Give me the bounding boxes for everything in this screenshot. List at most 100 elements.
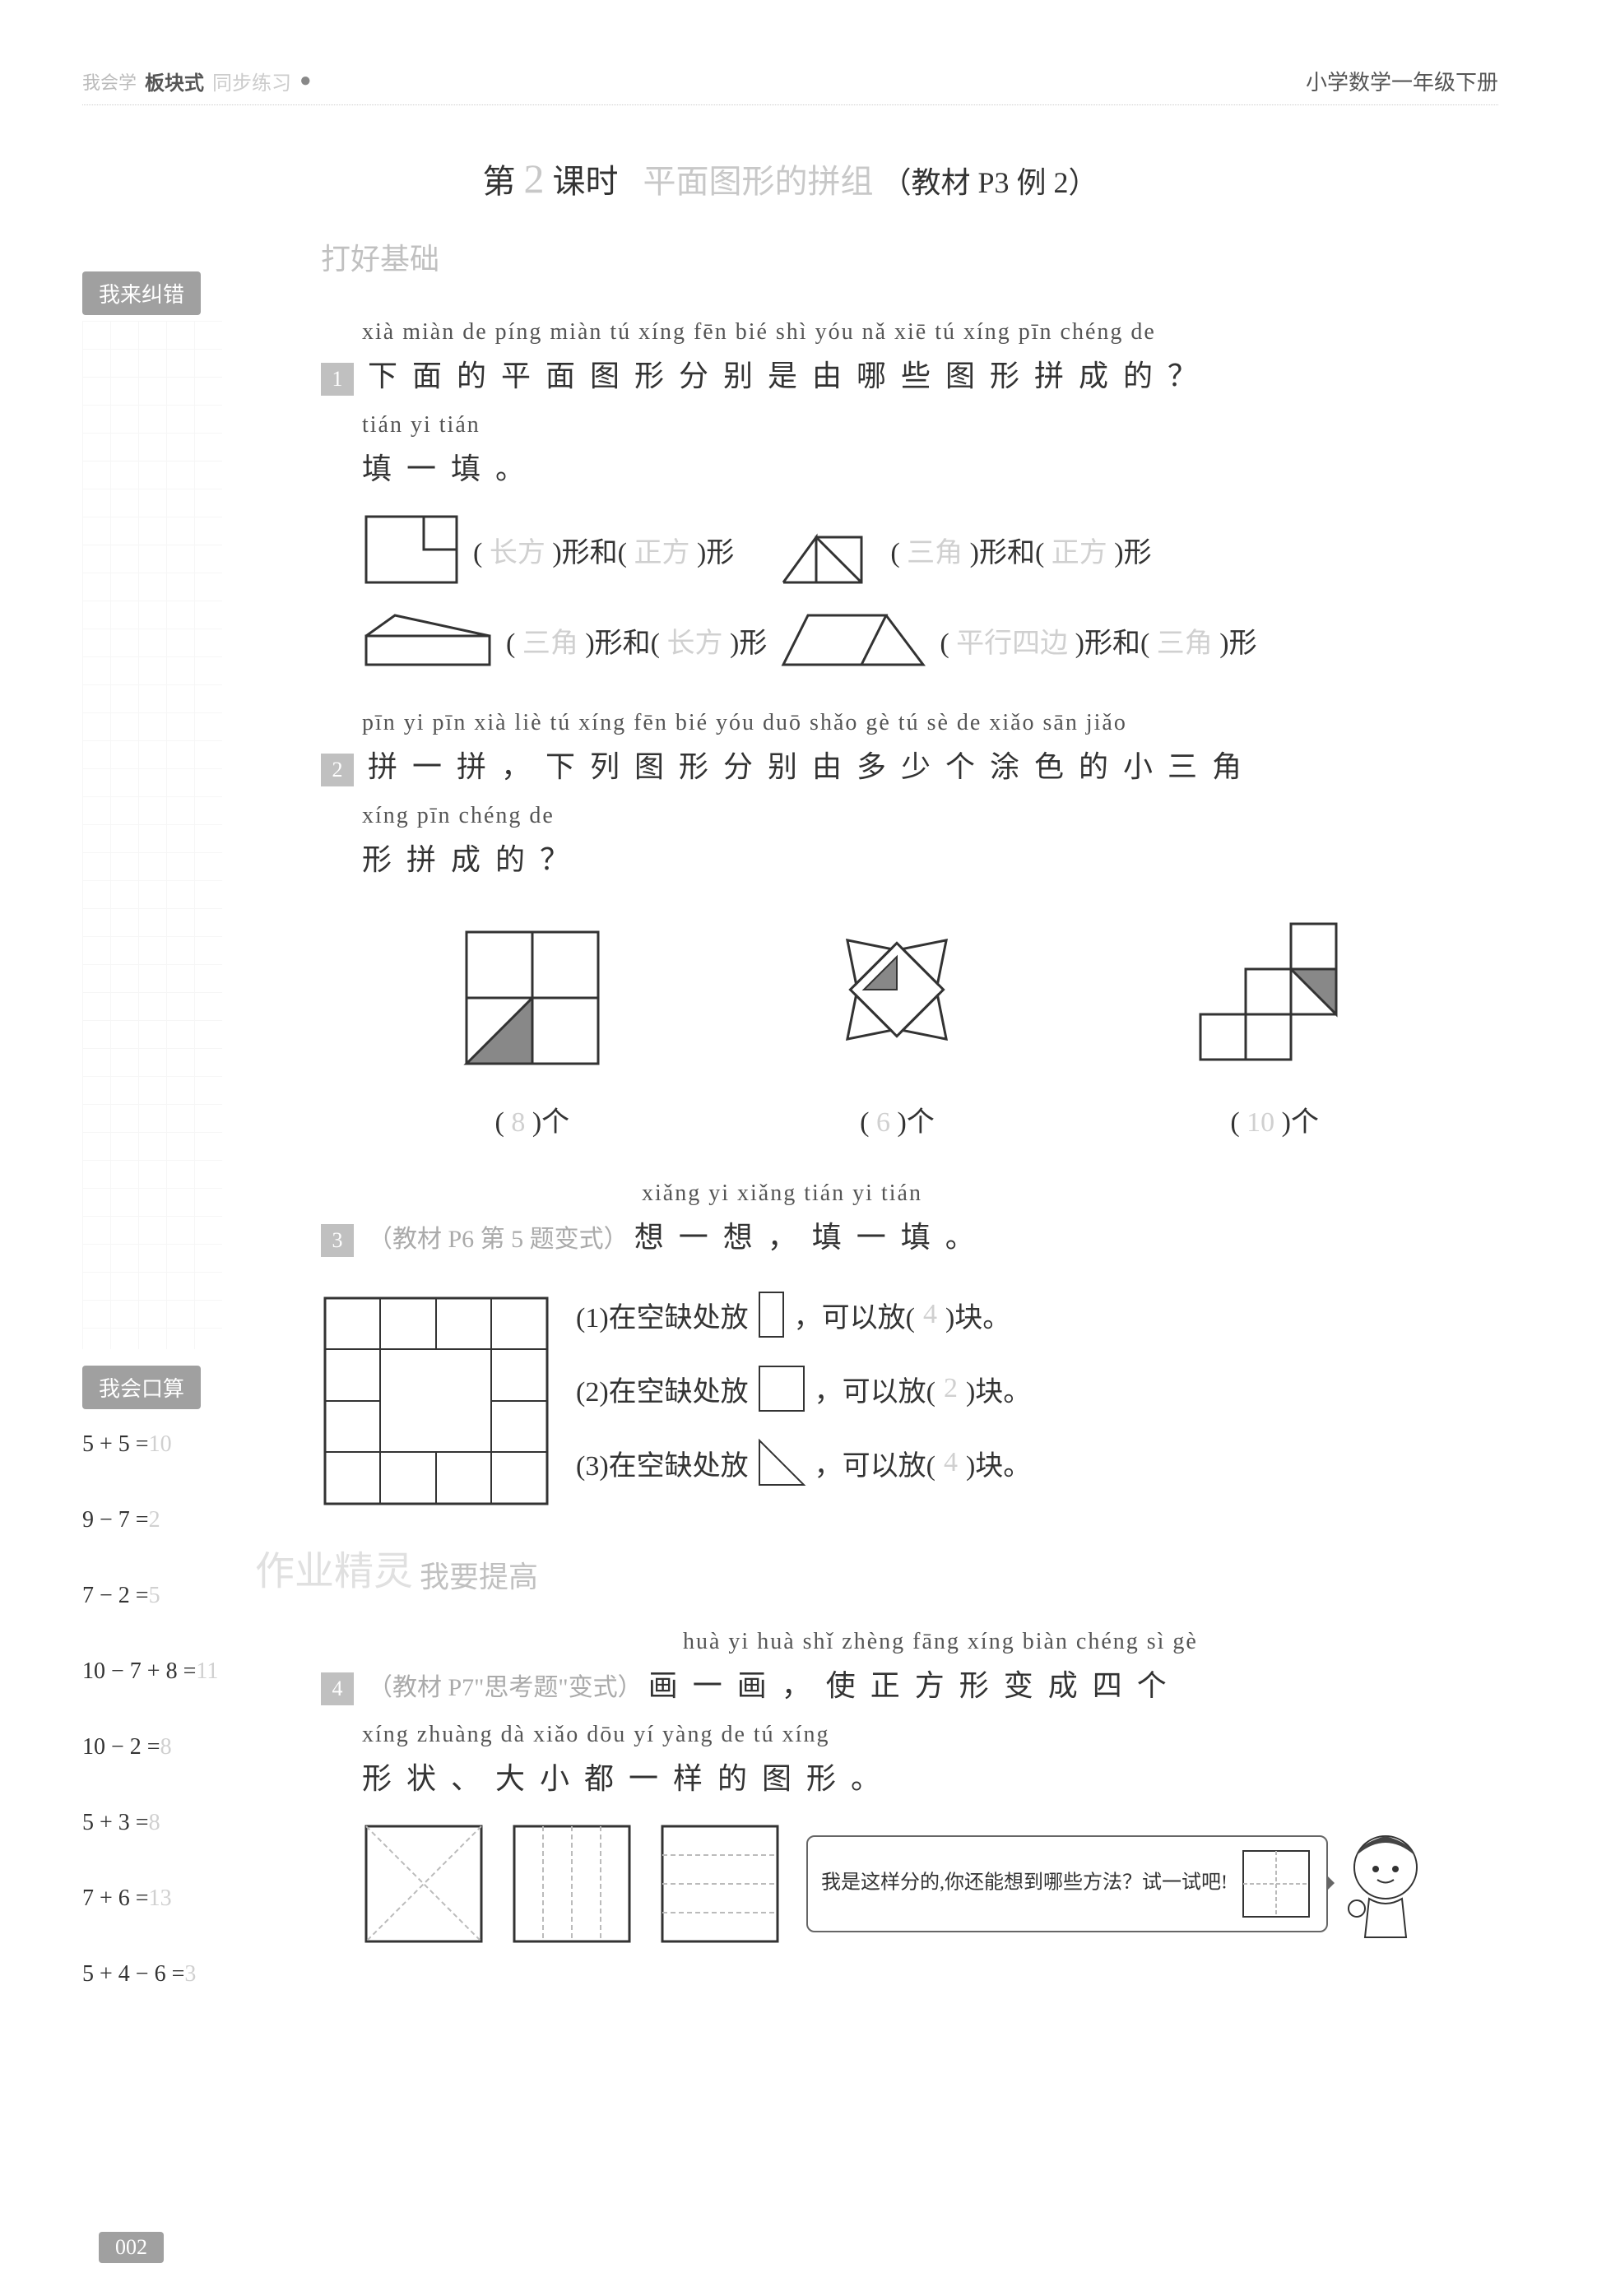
header-title-light: 同步练习	[212, 67, 291, 95]
title-keshi: 课时	[552, 163, 618, 200]
header-right: 小学数学一年级下册	[1306, 66, 1498, 96]
q3-small-rect-v	[757, 1290, 786, 1339]
q1-suf1d: 形和	[1084, 629, 1140, 659]
q1-suf2-a: 形	[706, 538, 734, 568]
q3-i3-pre: (3)在空缺处放	[576, 1443, 749, 1483]
header-title-bold: 板块式	[145, 67, 204, 95]
q2-square-grid	[462, 928, 602, 1068]
q4-square-x	[362, 1822, 485, 1946]
question-1: xià miàn de píng miàn tú xíng fēn bié sh…	[321, 319, 1498, 669]
q2-number: 2	[321, 754, 354, 786]
q3-i2-mid: ，可以放(	[815, 1369, 935, 1409]
eq8-ans: 3	[184, 1961, 196, 1987]
q2-ans2: 6	[876, 1107, 890, 1138]
title-ref: （教材 P3 例 2）	[881, 166, 1098, 199]
q3-i3-mid: ，可以放(	[815, 1443, 935, 1483]
q1-s2-text: ( 三角 )形和( 正方 )形	[890, 530, 1151, 570]
q1-s3-text: ( 三角 )形和( 长方 )形	[506, 620, 767, 661]
shape-rect-square	[362, 513, 461, 587]
q1-s4-a: 平行四边	[956, 629, 1068, 659]
q4-line1: 画一画，使正方形变成四个	[648, 1669, 1182, 1702]
question-3: xiǎng yi xiǎng tián yi tián 3 （教材 P6 第 5…	[321, 1180, 1498, 1512]
section-improve: 我要提高	[420, 1553, 1498, 1596]
oral-calc-list: 5 + 5 =10 9 − 7 =2 7 − 2 =5 10 − 7 + 8 =…	[82, 1431, 218, 2037]
q4-number: 4	[321, 1672, 354, 1705]
q2-shape1: ( 8 )个	[462, 928, 602, 1139]
q4-pinyin2: xíng zhuàng dà xiǎo dōu yí yàng de tú xí…	[362, 1722, 1498, 1748]
eq4: 10 − 7 + 8 =	[82, 1658, 196, 1684]
q2-unit2: 个	[907, 1107, 935, 1138]
q1-s1-text: ( 长方 )形和( 正方 )形	[473, 530, 734, 570]
q1-line1: 下面的平面图形分别是由哪些图形拼成的？	[368, 359, 1212, 392]
question-4: huà yi huà shǐ zhèng fāng xíng biàn chén…	[321, 1629, 1498, 1946]
title-num: 2	[523, 155, 544, 202]
q2-line2: 形拼成的？	[362, 836, 1498, 879]
eq3: 7 − 2 =	[82, 1583, 149, 1608]
shape-tri-rect	[362, 611, 494, 669]
q2-unit1: 个	[541, 1107, 569, 1138]
child-icon	[1336, 1826, 1435, 1941]
question-2: pīn yi pīn xià liè tú xíng fēn bié yóu d…	[321, 710, 1498, 1139]
q3-i3-ans: 4	[944, 1447, 958, 1478]
bubble-square-cross	[1239, 1847, 1313, 1921]
shape-tri-square	[779, 513, 878, 587]
q2-star	[819, 911, 975, 1068]
eq3-ans: 5	[149, 1583, 160, 1608]
eq4-ans: 11	[196, 1658, 218, 1684]
q1-suf2-b: 形	[1124, 538, 1152, 568]
q3-small-square	[757, 1364, 806, 1413]
lesson-title: 第 2 课时 平面图形的拼组 （教材 P3 例 2）	[82, 155, 1498, 202]
page-number: 002	[99, 2232, 164, 2263]
eq5: 10 − 2 =	[82, 1734, 160, 1760]
q2-zshape	[1192, 920, 1357, 1068]
oral-tab: 我会口算	[82, 1366, 201, 1409]
q2-pinyin1: pīn yi pīn xià liè tú xíng fēn bié yóu d…	[362, 710, 1498, 736]
page-header: 我会学 板块式 同步练习 ● 小学数学一年级下册	[82, 66, 1498, 105]
q3-i1-suf: )块。	[945, 1295, 1010, 1335]
q4-ref: （教材 P7"思考题"变式）	[368, 1674, 643, 1701]
q2-ans3: 10	[1246, 1107, 1274, 1138]
eq1: 5 + 5 =	[82, 1431, 149, 1457]
q1-suf2-c: 形	[739, 629, 767, 659]
q2-ans1: 8	[511, 1107, 525, 1138]
q1-suf2-d: 形	[1229, 629, 1257, 659]
eq7-ans: 13	[149, 1886, 172, 1911]
q2-shape3: ( 10 )个	[1192, 920, 1357, 1139]
eq2-ans: 2	[149, 1507, 160, 1533]
q3-item1: (1)在空缺处放 ，可以放( 4 )块。	[576, 1290, 1031, 1339]
q1-s3-b: 长方	[666, 629, 722, 659]
q1-s4-b: 三角	[1157, 629, 1213, 659]
q2-unit3: 个	[1291, 1107, 1319, 1138]
q3-small-tri	[757, 1438, 806, 1487]
q3-i3-suf: )块。	[966, 1443, 1031, 1483]
q3-number: 3	[321, 1224, 354, 1257]
q3-i1-ans: 4	[923, 1299, 937, 1330]
eq6-ans: 8	[149, 1810, 160, 1835]
shape-para-tri	[779, 611, 927, 669]
q1-suf1: 形和	[562, 538, 618, 568]
eq8: 5 + 4 − 6 =	[82, 1961, 184, 1987]
q3-pinyin: xiǎng yi xiǎng tián yi tián	[642, 1180, 1498, 1207]
q3-item3: (3)在空缺处放 ，可以放( 4 )块。	[576, 1438, 1031, 1487]
speech-bubble-group: 我是这样分的,你还能想到哪些方法？试一试吧!	[806, 1826, 1435, 1941]
q3-i1-pre: (1)在空缺处放	[576, 1295, 749, 1335]
q3-grid-shape	[321, 1294, 551, 1508]
q2-shape2: ( 6 )个	[819, 911, 975, 1139]
q1-line2: 填一填。	[362, 445, 1498, 488]
q1-s2-a: 三角	[907, 538, 963, 568]
q3-ref: （教材 P6 第 5 题变式）	[368, 1226, 629, 1253]
q2-line1: 拼一拼，下列图形分别由多少个涂色的小三角	[368, 750, 1256, 783]
q2-pinyin2: xíng pīn chéng de	[362, 803, 1498, 829]
header-logo: 我会学	[82, 68, 137, 95]
speech-bubble: 我是这样分的,你还能想到哪些方法？试一试吧!	[806, 1835, 1328, 1932]
bubble-text: 我是这样分的,你还能想到哪些方法？试一试吧!	[821, 1872, 1228, 1894]
q3-i1-mid: ，可以放(	[794, 1295, 915, 1335]
q1-number: 1	[321, 363, 354, 396]
q1-s1-b: 正方	[634, 538, 689, 568]
q4-square-hlines	[658, 1822, 782, 1946]
q1-suf1c: 形和	[595, 629, 651, 659]
q4-square-vlines	[510, 1822, 634, 1946]
q3-i2-ans: 2	[944, 1373, 958, 1404]
q4-pinyin1: huà yi huà shǐ zhèng fāng xíng biàn chén…	[683, 1629, 1498, 1655]
mistake-tab: 我来纠错	[82, 271, 201, 315]
